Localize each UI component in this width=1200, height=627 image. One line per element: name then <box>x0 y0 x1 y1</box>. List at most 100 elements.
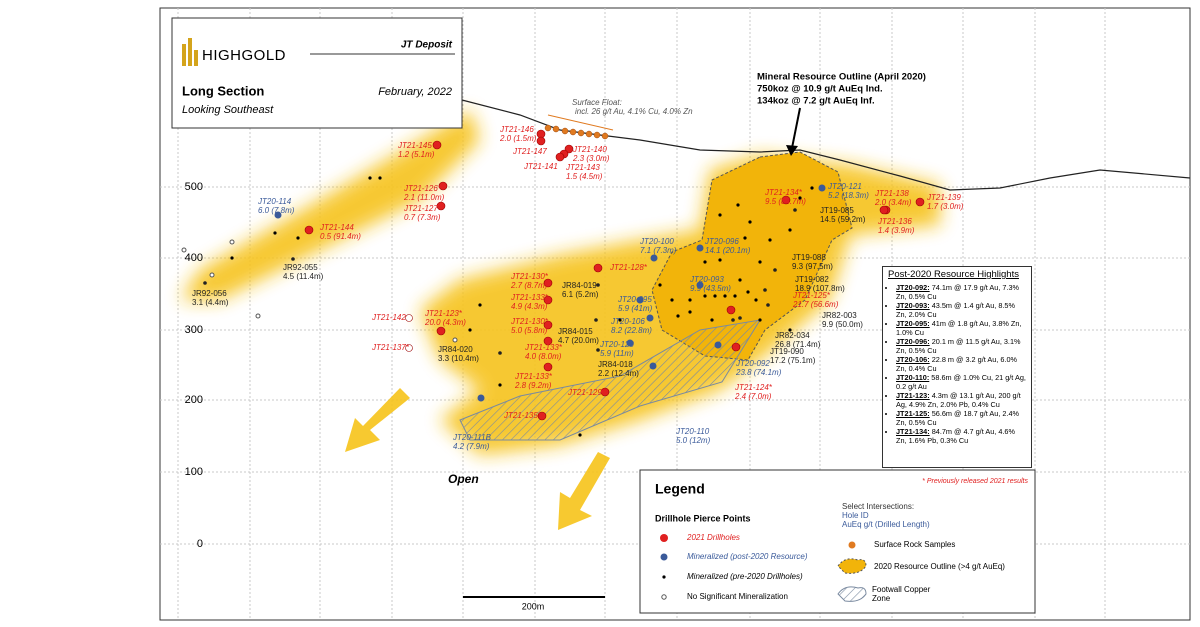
legend-item: Surface Rock Samples <box>874 540 955 549</box>
empty-hole <box>229 239 235 245</box>
hole-id: JT21-141 <box>523 162 558 171</box>
logo-bar <box>188 38 192 66</box>
drillhole-pierce <box>274 211 282 219</box>
hole-result: 3.3 (10.4m) <box>438 354 479 363</box>
resource-note: Mineral Resource Outline (April 2020) <box>757 72 926 83</box>
legend-item: Mineralized (pre-2020 Drillholes) <box>687 572 803 581</box>
drillhole-pierce <box>436 201 446 211</box>
hole-id: JT21-126* <box>403 184 442 193</box>
highlight-item: JT20-096: 20.1 m @ 11.5 g/t Au, 3.1% Zn,… <box>896 337 1026 355</box>
hole-result: 2.0 (1.5m) <box>499 134 537 143</box>
hole-id: JT21-133* <box>510 293 549 302</box>
drillhole-pierce <box>438 181 448 191</box>
drillhole-dot <box>273 231 277 235</box>
highlights-title: Post-2020 Resource Highlights <box>888 269 1019 280</box>
open-arrows <box>345 388 610 530</box>
highlights-list: JT20-092: 74.1m @ 17.9 g/t Au, 7.3% Zn, … <box>888 283 1026 445</box>
highlight-text: 20.1 m @ 11.5 g/t Au, 3.1% Zn, 0.5% Cu <box>896 337 1021 355</box>
drillhole-pierce <box>594 318 598 322</box>
elevation-label: 400 <box>185 252 203 264</box>
hole-id: JT21-136 <box>877 217 912 226</box>
drillhole-dot <box>768 238 772 242</box>
drillhole-dot <box>738 278 742 282</box>
float-title: Surface Float: <box>572 98 622 107</box>
highlight-item: JT20-095: 41m @ 1.8 g/t Au, 3.8% Zn, 1.0… <box>896 319 1026 337</box>
hole-result: 9.3 (97.5m) <box>792 262 833 271</box>
drillhole-dot <box>578 433 582 437</box>
highlight-item: JT21-134: 84.7m @ 4.7 g/t Au, 4.6% Zn, 1… <box>896 427 1026 445</box>
hole-id: JR92-055 <box>283 263 318 272</box>
hole-result: 2.7 (8.7m) <box>510 281 548 290</box>
hole-result: 1.2 (5.1m) <box>398 150 435 159</box>
hole-result: 2.1 (11.0m) <box>403 193 445 202</box>
hole-id: JT21-123* <box>424 309 463 318</box>
hole-id: JT21-142 <box>371 313 406 322</box>
drillhole-dot <box>658 283 662 287</box>
header-box <box>171 17 463 129</box>
hole-id: JT21-139 <box>926 193 961 202</box>
title: Long Section <box>182 83 264 98</box>
logo-bar <box>194 50 198 66</box>
hole-result: 2.3 (3.0m) <box>572 154 610 163</box>
legend-select: Select Intersections: <box>842 502 914 511</box>
drillhole-pierce <box>304 225 314 235</box>
highlight-id: JT20-092: <box>896 283 930 292</box>
hole-id: JT21-124* <box>734 383 773 392</box>
highlight-item: JT20-110: 58.6m @ 1.0% Cu, 21 g/t Ag, 0.… <box>896 373 1026 391</box>
drillhole-dot <box>788 328 792 332</box>
legend-note: * Previously released 2021 results <box>922 478 1028 485</box>
hole-result: 4.2 (7.9m) <box>453 442 490 451</box>
drillhole-dot <box>736 203 740 207</box>
drillhole-pierce <box>498 351 502 355</box>
legend-symbol <box>660 534 668 542</box>
highlight-text: 43.5m @ 1.4 g/t Au, 8.5% Zn, 2.0% Cu <box>896 301 1015 319</box>
hole-result: 14.5 (59.2m) <box>820 215 866 224</box>
legend-item: Mineralized (post-2020 Resource) <box>687 552 808 561</box>
hole-id: JT21-144 <box>319 223 354 232</box>
hole-id: JT21-130* <box>510 272 549 281</box>
hole-id: JT21-128* <box>609 263 648 272</box>
elevation-label: 200 <box>185 394 203 406</box>
legend-symbol <box>661 594 667 600</box>
hole-id: JT20-092 <box>735 359 770 368</box>
highlights-box: Post-2020 Resource Highlights JT20-092: … <box>882 266 1032 468</box>
legend-item: No Significant Mineralization <box>687 592 788 601</box>
rock-sample <box>569 128 577 136</box>
hole-result: 9.9 (43.5m) <box>690 284 731 293</box>
scale-label: 200m <box>522 601 545 611</box>
hole-id: JT21-129* <box>567 388 606 397</box>
hole-id: JT20-100 <box>639 237 674 246</box>
elevation-label: 300 <box>185 324 203 336</box>
highlight-text: 74.1m @ 17.9 g/t Au, 7.3% Zn, 0.5% Cu <box>896 283 1020 301</box>
hole-result: 4.5 (11.4m) <box>283 272 324 281</box>
highlight-id: JT21-134: <box>896 427 930 436</box>
drillhole-dot <box>758 318 762 322</box>
hole-result: 0.5 (91.4m) <box>320 232 361 241</box>
drillhole-pierce <box>477 394 485 402</box>
float-line <box>547 114 614 131</box>
hole-id: JT21-140 <box>572 145 607 154</box>
hole-id: JT20-120 <box>599 340 634 349</box>
highlight-text: 22.8 m @ 3.2 g/t Au, 6.0% Zn, 0.4% Cu <box>896 355 1017 373</box>
drillhole-pierce <box>766 303 770 307</box>
drillhole-dot <box>676 314 680 318</box>
legend-select: Hole ID <box>842 511 869 520</box>
hole-result: 14.1 (20.1m) <box>705 246 751 255</box>
highlight-text: 58.6m @ 1.0% Cu, 21 g/t Ag, 0.2 g/t Au <box>896 373 1026 391</box>
hole-result: 1.5 (4.5m) <box>566 172 603 181</box>
drillhole-dot <box>703 260 707 264</box>
hole-id: JR82-003 <box>822 311 857 320</box>
legend-title: Legend <box>655 481 705 497</box>
drillhole-dot <box>758 260 762 264</box>
hole-id: JT21-147 <box>512 147 547 156</box>
highlight-item: JT21-125: 56.6m @ 18.7 g/t Au, 2.4% Zn, … <box>896 409 1026 427</box>
drillhole-pierce <box>696 281 704 289</box>
drillhole-pierce <box>818 184 826 192</box>
legend-symbol <box>837 586 867 602</box>
drillhole-pierce <box>432 140 442 150</box>
highlight-id: JT21-123: <box>896 391 930 400</box>
legend-symbol <box>662 575 666 579</box>
rock-sample <box>544 124 552 132</box>
hole-id: JT20-095 <box>617 295 652 304</box>
